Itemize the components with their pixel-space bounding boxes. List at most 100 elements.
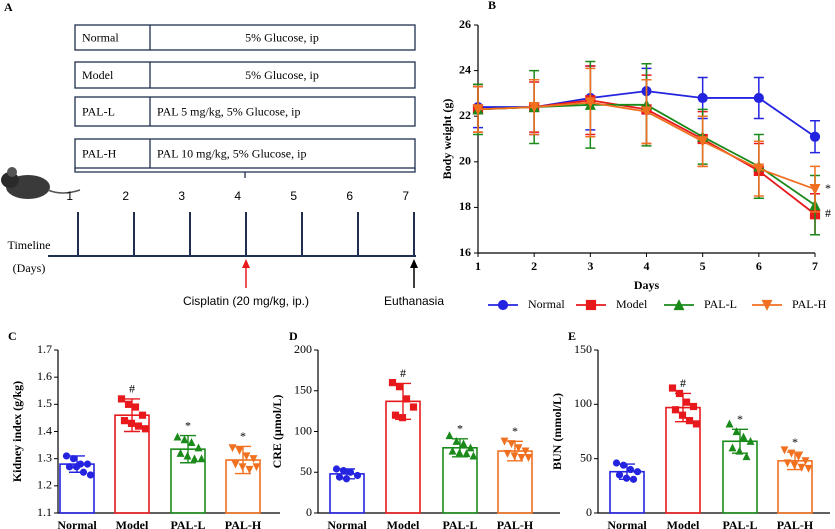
group-name: PAL-L [82, 104, 115, 118]
data-point [173, 432, 182, 441]
bracket [74, 168, 416, 178]
data-point [249, 455, 258, 464]
data-point [69, 455, 78, 463]
day-label: 3 [178, 189, 185, 203]
timeline-label: Timeline [8, 238, 51, 252]
day-label: 1 [66, 189, 73, 203]
significance-label: * [240, 429, 246, 443]
significance-label: # [680, 376, 686, 390]
data-point [391, 411, 400, 419]
y-tick-label: 150 [574, 342, 592, 356]
data-point [514, 444, 523, 453]
data-point [138, 411, 147, 419]
data-point [398, 414, 407, 422]
data-point [668, 384, 677, 392]
mouse-icon [1, 167, 81, 199]
data-point [62, 452, 71, 460]
axes [57, 350, 280, 514]
y-tick-label: 16 [459, 245, 471, 259]
data-point [242, 452, 251, 461]
data-point [194, 443, 203, 452]
data-point [619, 461, 628, 469]
x-tick-label: 7 [812, 259, 818, 273]
significance-label: # [129, 382, 135, 396]
y-tick-label: 1.4 [37, 423, 52, 437]
data-point [469, 451, 478, 460]
data-point [524, 453, 533, 462]
x-tick-label: Model [387, 518, 420, 529]
group-treatment: PAL 10 mg/kg, 5% Glucose, ip [157, 146, 306, 160]
data-point [402, 395, 411, 403]
data-point [503, 449, 512, 458]
data-point [197, 454, 206, 463]
data-point [65, 463, 74, 471]
marker [472, 104, 484, 116]
x-tick-label: 3 [587, 259, 593, 273]
data-point [445, 431, 454, 440]
data-point [190, 454, 199, 463]
data-point [117, 395, 126, 403]
significance-label: * [457, 422, 463, 436]
data-point [689, 402, 698, 411]
y-tick-label: 50 [300, 464, 312, 478]
data-point [622, 474, 631, 482]
data-point [794, 452, 803, 461]
y-tick-label: 150 [294, 383, 312, 397]
data-point [131, 403, 140, 411]
data-point [780, 446, 789, 455]
data-point [127, 419, 136, 427]
y-axis-label: Body weight (g) [440, 99, 454, 180]
data-point [124, 400, 133, 408]
data-point [245, 465, 254, 474]
data-point [804, 464, 813, 473]
data-point [346, 468, 355, 476]
y-tick-label: 1.3 [37, 450, 52, 464]
data-point [72, 463, 81, 471]
data-point [675, 389, 684, 398]
legend-label: PAL-L [704, 297, 737, 311]
data-point [517, 453, 526, 462]
x-tick-label: PAL-H [777, 518, 814, 529]
y-tick-label: 1.5 [37, 396, 52, 410]
x-tick-label: PAL-L [170, 518, 205, 529]
y-tick-label: 200 [294, 342, 312, 356]
group-name: Normal [82, 30, 119, 44]
group-treatment: 5% Glucose, ip [245, 30, 319, 44]
data-point [615, 471, 624, 479]
legend-label: Normal [528, 297, 565, 311]
panel-label: E [568, 329, 576, 343]
data-point [739, 432, 748, 441]
y-tick-label: 24 [459, 62, 471, 76]
marker [585, 299, 597, 311]
data-point [732, 427, 741, 436]
data-point [231, 460, 240, 469]
significance-label: * [512, 424, 518, 438]
data-point [612, 459, 621, 467]
x-tick-label: 5 [700, 259, 706, 273]
data-point [678, 411, 687, 419]
y-tick-label: 22 [459, 108, 471, 122]
x-axis-label: Days [634, 278, 660, 292]
y-tick-label: 1.1 [37, 505, 52, 519]
y-tick-label: 1.2 [37, 478, 52, 492]
data-point [797, 463, 806, 472]
y-tick-label: 100 [574, 396, 592, 410]
data-point [187, 438, 196, 446]
group-box [74, 24, 416, 51]
panel-label: A [4, 0, 13, 14]
marker [584, 97, 596, 109]
data-point [633, 468, 642, 476]
group-name: PAL-H [82, 146, 117, 160]
y-axis-label: BUN (mmol/L) [550, 393, 564, 470]
arrow-head [242, 259, 250, 268]
y-tick-label: 20 [459, 154, 471, 168]
y-tick-label: 50 [580, 450, 592, 464]
data-point [180, 435, 189, 444]
data-point [728, 443, 737, 452]
data-point [79, 468, 88, 476]
group-box [74, 96, 416, 127]
panel-label: D [289, 329, 298, 343]
legend-label: Model [616, 297, 648, 311]
y-tick-label: 0 [306, 505, 312, 519]
data-point [462, 449, 471, 458]
